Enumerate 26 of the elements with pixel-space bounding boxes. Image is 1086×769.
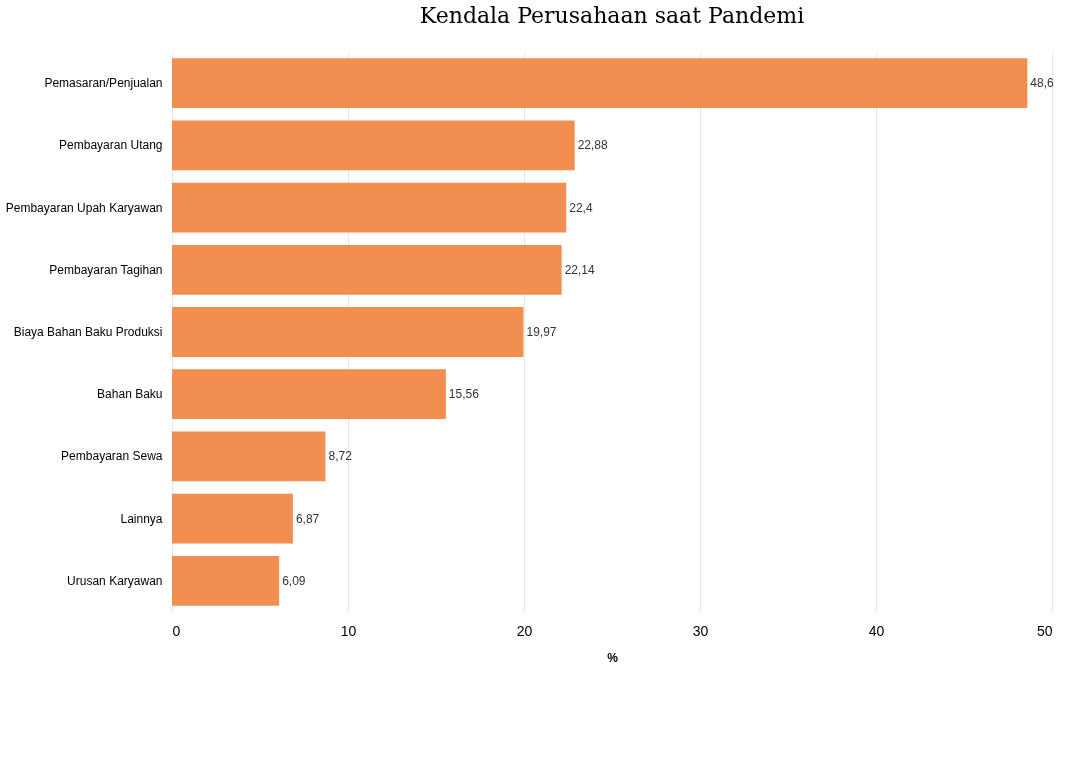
x-tick-label: 30	[692, 622, 709, 639]
data-label: 22,88	[577, 138, 609, 153]
x-tick-label: 0	[172, 622, 181, 639]
y-tick-label: Lainnya	[120, 511, 163, 526]
y-tick-label: Pembayaran Sewa	[61, 449, 163, 464]
y-tick-label: Urusan Karyawan	[67, 573, 163, 588]
data-label: 6,87	[295, 511, 320, 526]
y-tick-label: Bahan Baku	[97, 387, 163, 402]
y-tick-label: Biaya Bahan Baku Produksi	[13, 325, 163, 339]
x-tick-label: 40	[868, 622, 885, 639]
data-label: 19,97	[526, 325, 557, 339]
y-tick-label: Pemasaran/Penjualan	[44, 76, 163, 91]
data-label: 48,6	[1030, 76, 1055, 91]
data-label: 22,14	[564, 262, 596, 277]
y-tick-label: Pembayaran Tagihan	[49, 262, 163, 277]
x-tick-label: 10	[340, 622, 357, 639]
data-label: 8,72	[328, 449, 353, 464]
data-label: 6,09	[282, 573, 306, 588]
chart-title: Kendala Perusahaan saat Pandemi	[419, 3, 805, 28]
x-axis-title: %	[607, 650, 619, 665]
x-tick-label: 20	[516, 622, 533, 639]
data-label: 15,56	[448, 387, 480, 402]
y-tick-label: Pembayaran Upah Karyawan	[5, 200, 163, 215]
data-label: 22,4	[569, 200, 593, 215]
y-tick-label: Pembayaran Utang	[59, 138, 163, 153]
x-tick-label: 50	[1036, 622, 1053, 639]
